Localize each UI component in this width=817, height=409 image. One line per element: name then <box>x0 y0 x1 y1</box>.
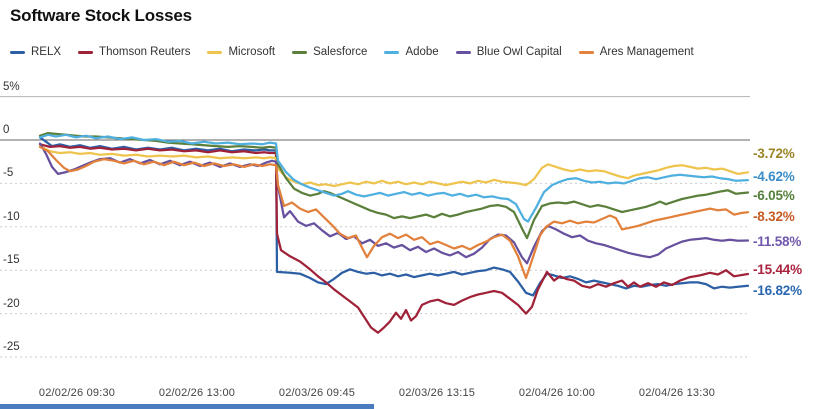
series-line-ares-management[interactable] <box>38 145 750 280</box>
legend-label: Thomson Reuters <box>99 46 191 58</box>
legend-swatch <box>292 50 308 54</box>
legend-label: Adobe <box>405 46 439 58</box>
legend-swatch <box>384 50 400 54</box>
legend-item-relx[interactable]: RELX <box>10 46 61 58</box>
legend-swatch <box>78 50 94 54</box>
series-end-value-salesforce: -6.05% <box>753 188 795 203</box>
x-tick-label: 02/02/26 13:00 <box>158 387 236 399</box>
series-end-value-adobe: -4.62% <box>753 169 795 184</box>
x-tick-label: 02/02/26 09:30 <box>38 387 116 399</box>
legend-item-salesforce[interactable]: Salesforce <box>292 46 367 58</box>
y-tick-label: 5% <box>3 80 20 93</box>
series-end-value-microsoft: -3.72% <box>753 146 795 161</box>
legend-item-blue-owl-capital[interactable]: Blue Owl Capital <box>455 46 562 58</box>
x-tick-label: 02/04/26 10:00 <box>518 387 596 399</box>
series-line-microsoft[interactable] <box>38 144 750 188</box>
x-tick-label: 02/03/26 09:45 <box>278 387 356 399</box>
y-tick-label: -10 <box>3 210 20 223</box>
legend-item-thomson-reuters[interactable]: Thomson Reuters <box>78 46 190 58</box>
series-end-value-blue-owl-capital: -11.58% <box>753 234 802 249</box>
legend-item-adobe[interactable]: Adobe <box>384 46 439 58</box>
legend-swatch <box>455 50 471 54</box>
legend-label: RELX <box>31 46 62 58</box>
y-tick-label: -5 <box>3 167 14 180</box>
chart-title: Software Stock Losses <box>10 6 192 25</box>
horizontal-scrollbar-thumb[interactable] <box>0 404 374 409</box>
legend-item-ares-management[interactable]: Ares Management <box>578 46 694 58</box>
legend-item-microsoft[interactable]: Microsoft <box>207 46 275 58</box>
series-line-blue-owl-capital[interactable] <box>38 142 750 265</box>
y-tick-label: -15 <box>3 254 20 267</box>
series-end-value-ares-management: -8.32% <box>753 209 795 224</box>
series-end-value-thomson-reuters: -15.44% <box>753 262 802 277</box>
x-tick-label: 02/03/26 13:15 <box>398 387 476 399</box>
chart-legend: RELX Thomson Reuters Microsoft Salesforce Ad… <box>10 46 694 58</box>
series-line-thomson-reuters[interactable] <box>38 143 750 334</box>
series-line-adobe[interactable] <box>38 133 750 223</box>
legend-label: Salesforce <box>313 46 368 58</box>
legend-swatch <box>578 50 594 54</box>
legend-swatch <box>10 50 25 54</box>
legend-label: Blue Owl Capital <box>476 46 562 58</box>
legend-label: Ares Management <box>599 46 694 58</box>
x-tick-label: 02/04/26 13:30 <box>638 387 716 399</box>
legend-label: Microsoft <box>228 46 276 58</box>
legend-swatch <box>207 50 223 54</box>
y-tick-label: 0 <box>3 124 10 136</box>
series-end-value-relx: -16.82% <box>753 283 802 298</box>
y-tick-label: -25 <box>3 341 20 353</box>
series-line-relx[interactable] <box>38 136 750 297</box>
y-tick-label: -20 <box>3 297 20 310</box>
